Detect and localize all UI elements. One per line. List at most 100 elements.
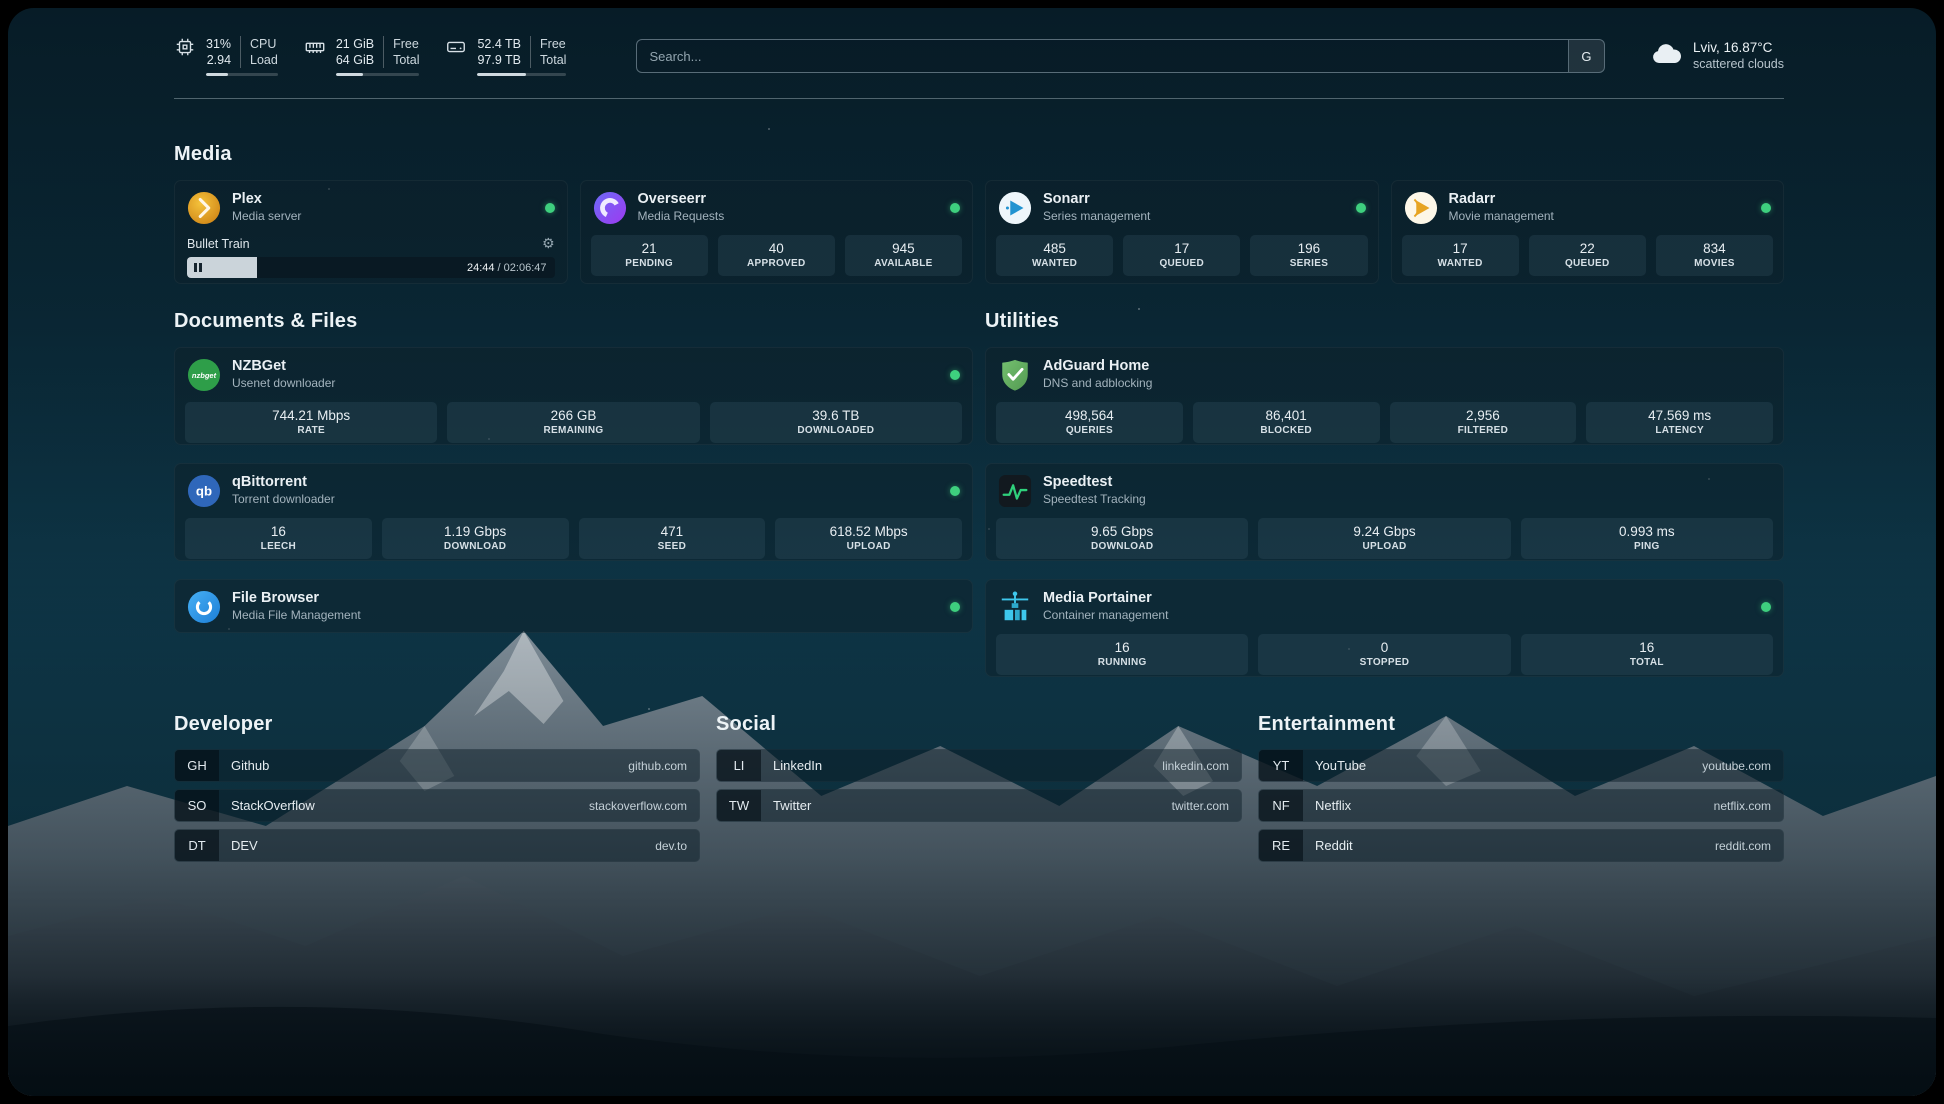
overseerr-stat-approved: 40 APPROVED bbox=[718, 235, 835, 276]
service-card-overseerr[interactable]: Overseerr Media Requests 21 PENDING 40 A… bbox=[580, 180, 974, 284]
disk-progress-track bbox=[477, 73, 566, 76]
service-card-speedtest[interactable]: Speedtest Speedtest Tracking 9.65 Gbps D… bbox=[985, 463, 1784, 561]
sonarr-name: Sonarr bbox=[1043, 191, 1150, 208]
adguard-stat-filtered: 2,956 FILTERED bbox=[1390, 402, 1577, 443]
bookmark-stackoverflow-abbr: SO bbox=[175, 790, 219, 821]
bookmark-github[interactable]: GH Github github.com bbox=[174, 749, 700, 782]
overseerr-status-dot bbox=[950, 203, 960, 213]
cpu-percent: 31% bbox=[206, 36, 231, 52]
top-bar: 31% 2.94 CPU Load bbox=[174, 8, 1784, 76]
bookmark-twitter-name: Twitter bbox=[773, 798, 811, 813]
service-card-filebrowser[interactable]: File Browser Media File Management bbox=[174, 579, 973, 633]
sonarr-icon bbox=[998, 191, 1032, 225]
portainer-stat-running: 16 RUNNING bbox=[996, 634, 1248, 675]
service-card-nzbget[interactable]: nzbget NZBGet Usenet downloader 74 bbox=[174, 347, 973, 445]
service-card-plex[interactable]: Plex Media server Bullet Train ⚙ bbox=[174, 180, 568, 284]
bookmark-twitter[interactable]: TW Twitter twitter.com bbox=[716, 789, 1242, 822]
cpu-icon bbox=[174, 36, 196, 58]
sonarr-status-dot bbox=[1356, 203, 1366, 213]
weather-location: Lviv, 16.87°C bbox=[1693, 39, 1784, 56]
svg-text:qb: qb bbox=[196, 484, 212, 499]
search-provider-button[interactable]: G bbox=[1568, 40, 1604, 72]
qbittorrent-icon: qb bbox=[187, 474, 221, 508]
service-card-radarr[interactable]: Radarr Movie management 17 WANTED 22 QUE… bbox=[1391, 180, 1785, 284]
speedtest-stat-upload: 9.24 Gbps UPLOAD bbox=[1258, 518, 1510, 559]
memory-total-label: Total bbox=[393, 52, 419, 68]
overseerr-stat-pending: 21 PENDING bbox=[591, 235, 708, 276]
bookmark-group-developer: Developer GH Github github.com SO StackO… bbox=[174, 713, 700, 862]
plex-progress-bar[interactable]: 24:44 / 02:06:47 bbox=[187, 257, 555, 278]
bookmark-linkedin-name: LinkedIn bbox=[773, 758, 822, 773]
section-title-documents: Documents & Files bbox=[174, 310, 973, 333]
cpu-widget: 31% 2.94 CPU Load bbox=[174, 36, 278, 76]
sonarr-stat-wanted: 485 WANTED bbox=[996, 235, 1113, 276]
adguard-stat-queries: 498,564 QUERIES bbox=[996, 402, 1183, 443]
speedtest-stat-download: 9.65 Gbps DOWNLOAD bbox=[996, 518, 1248, 559]
memory-progress-track bbox=[336, 73, 420, 76]
bookmark-reddit[interactable]: RE Reddit reddit.com bbox=[1258, 829, 1784, 862]
bookmark-stackoverflow[interactable]: SO StackOverflow stackoverflow.com bbox=[174, 789, 700, 822]
service-card-qbittorrent[interactable]: qb qBittorrent Torrent downloader bbox=[174, 463, 973, 561]
bookmark-reddit-name: Reddit bbox=[1315, 838, 1353, 853]
bookmark-netflix[interactable]: NF Netflix netflix.com bbox=[1258, 789, 1784, 822]
nzbget-stat-rate: 744.21 Mbps RATE bbox=[185, 402, 437, 443]
plex-gear-icon[interactable]: ⚙ bbox=[542, 235, 555, 252]
radarr-stat-queued: 22 QUEUED bbox=[1529, 235, 1646, 276]
bookmark-linkedin[interactable]: LI LinkedIn linkedin.com bbox=[716, 749, 1242, 782]
bookmark-dev[interactable]: DT DEV dev.to bbox=[174, 829, 700, 862]
overseerr-icon bbox=[593, 191, 627, 225]
plex-status-dot bbox=[545, 203, 555, 213]
bookmark-netflix-url: netflix.com bbox=[1714, 799, 1771, 813]
adguard-icon bbox=[998, 358, 1032, 392]
bookmark-dev-abbr: DT bbox=[175, 830, 219, 861]
memory-widget-body: 21 GiB 64 GiB Free Total bbox=[336, 36, 420, 76]
adguard-stat-latency: 47.569 ms LATENCY bbox=[1586, 402, 1773, 443]
sonarr-stat-series: 196 SERIES bbox=[1250, 235, 1367, 276]
cpu-label: CPU bbox=[250, 36, 278, 52]
speedtest-name: Speedtest bbox=[1043, 474, 1146, 491]
bookmark-netflix-abbr: NF bbox=[1259, 790, 1303, 821]
bookmark-reddit-url: reddit.com bbox=[1715, 839, 1771, 853]
nzbget-status-dot bbox=[950, 370, 960, 380]
bookmark-group-title-developer: Developer bbox=[174, 713, 700, 736]
cpu-widget-body: 31% 2.94 CPU Load bbox=[206, 36, 278, 76]
service-card-portainer[interactable]: Media Portainer Container management 16 … bbox=[985, 579, 1784, 677]
qbittorrent-subtitle: Torrent downloader bbox=[232, 491, 335, 508]
disk-free-label: Free bbox=[540, 36, 566, 52]
plex-now-playing-title: Bullet Train bbox=[187, 237, 250, 251]
qbittorrent-stat-download: 1.19 Gbps DOWNLOAD bbox=[382, 518, 569, 559]
bookmark-dev-name: DEV bbox=[231, 838, 258, 853]
cpu-load-label: Load bbox=[250, 52, 278, 68]
dashboard-window: 31% 2.94 CPU Load bbox=[8, 8, 1936, 1096]
plex-name: Plex bbox=[232, 191, 301, 208]
bookmark-youtube[interactable]: YT YouTube youtube.com bbox=[1258, 749, 1784, 782]
nzbget-stat-downloaded: 39.6 TB DOWNLOADED bbox=[710, 402, 962, 443]
memory-total-value: 64 GiB bbox=[336, 52, 374, 68]
portainer-subtitle: Container management bbox=[1043, 607, 1168, 624]
speedtest-stat-ping: 0.993 ms PING bbox=[1521, 518, 1773, 559]
section-title-media: Media bbox=[174, 143, 1784, 166]
radarr-name: Radarr bbox=[1449, 191, 1554, 208]
qbittorrent-status-dot bbox=[950, 486, 960, 496]
adguard-name: AdGuard Home bbox=[1043, 358, 1152, 375]
portainer-icon bbox=[998, 590, 1032, 624]
service-card-sonarr[interactable]: Sonarr Series management 485 WANTED 17 Q… bbox=[985, 180, 1379, 284]
qbittorrent-name: qBittorrent bbox=[232, 474, 335, 491]
bookmark-twitter-url: twitter.com bbox=[1172, 799, 1229, 813]
disk-progress-fill bbox=[477, 73, 525, 76]
memory-progress-fill bbox=[336, 73, 364, 76]
topbar-divider bbox=[174, 98, 1784, 99]
service-card-adguard[interactable]: AdGuard Home DNS and adblocking 498,564 … bbox=[985, 347, 1784, 445]
sonarr-stat-queued: 17 QUEUED bbox=[1123, 235, 1240, 276]
bookmark-github-name: Github bbox=[231, 758, 269, 773]
svg-text:nzbget: nzbget bbox=[192, 371, 217, 380]
radarr-stat-movies: 834 MOVIES bbox=[1656, 235, 1773, 276]
disk-total-label: Total bbox=[540, 52, 566, 68]
bookmark-stackoverflow-name: StackOverflow bbox=[231, 798, 315, 813]
speedtest-subtitle: Speedtest Tracking bbox=[1043, 491, 1146, 508]
search-input[interactable] bbox=[636, 39, 1605, 73]
weather-widget: Lviv, 16.87°C scattered clouds bbox=[1649, 39, 1784, 73]
pause-icon[interactable] bbox=[194, 263, 202, 272]
disk-free-value: 52.4 TB bbox=[477, 36, 521, 52]
cloud-icon bbox=[1649, 41, 1683, 72]
